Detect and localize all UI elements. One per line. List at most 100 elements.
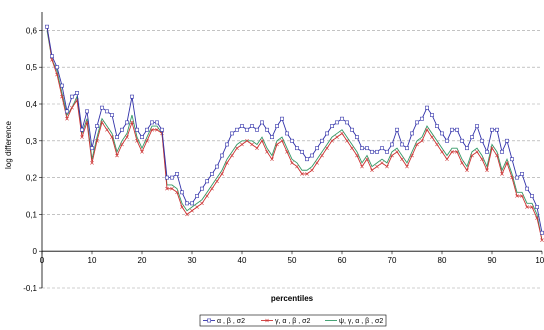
data-point	[450, 127, 454, 132]
data-point	[165, 186, 169, 191]
data-point	[45, 24, 49, 29]
series	[45, 24, 544, 242]
data-point	[120, 142, 124, 147]
data-point	[60, 94, 64, 99]
data-point	[380, 146, 384, 151]
data-point	[410, 131, 414, 136]
data-point	[340, 116, 344, 121]
data-point	[510, 157, 514, 162]
data-point	[135, 127, 139, 132]
data-point	[195, 205, 199, 209]
data-point	[260, 120, 264, 125]
data-point	[535, 205, 539, 209]
data-point	[290, 161, 294, 165]
data-point	[390, 153, 394, 158]
legend-marker	[207, 318, 212, 323]
data-point	[350, 146, 354, 150]
legend-label: ψ, γ, α , β , σ2	[339, 318, 383, 325]
x-tick-label: 90	[488, 256, 497, 265]
data-point	[340, 131, 344, 136]
data-point	[335, 135, 339, 139]
data-point	[110, 135, 114, 139]
data-point	[250, 124, 254, 128]
data-point	[95, 124, 99, 128]
data-point	[70, 105, 74, 110]
data-point	[355, 153, 359, 158]
data-point	[205, 179, 209, 184]
data-point	[470, 135, 474, 140]
data-point	[55, 72, 59, 77]
data-point	[50, 54, 54, 59]
data-point	[505, 138, 509, 143]
data-point	[145, 138, 149, 143]
data-point	[455, 127, 459, 132]
data-point	[465, 168, 469, 173]
data-point	[250, 142, 254, 147]
y-tick-label: 0,3	[26, 137, 38, 146]
data-point	[370, 168, 374, 173]
data-point	[110, 113, 114, 117]
data-point	[425, 105, 429, 110]
data-point	[360, 146, 364, 151]
data-point	[180, 205, 184, 209]
x-tick-label: 40	[238, 256, 247, 265]
data-point	[420, 116, 424, 121]
data-point	[345, 120, 349, 125]
data-point	[225, 161, 229, 165]
data-point	[60, 83, 64, 88]
data-point	[300, 172, 304, 176]
axes: -0,1 0 0,1 0,2 0,3 0,4 0,5 0,6 0 10 20 30 40 50 60 70 80…	[23, 12, 544, 293]
data-point	[325, 131, 329, 136]
data-point	[355, 135, 359, 140]
data-point	[195, 194, 199, 198]
data-point	[400, 142, 404, 147]
data-point	[255, 127, 259, 132]
data-point	[75, 91, 79, 95]
y-tick-label: 0,6	[26, 26, 38, 35]
data-point	[505, 161, 509, 165]
data-point	[455, 150, 459, 154]
data-point	[305, 172, 309, 176]
data-point	[380, 161, 384, 165]
data-point	[170, 175, 174, 180]
data-point	[185, 212, 189, 217]
data-point	[170, 186, 174, 191]
data-point	[230, 153, 234, 158]
data-point	[445, 138, 449, 143]
x-tick-label: 30	[188, 256, 197, 265]
data-point	[495, 127, 499, 132]
data-point	[220, 172, 224, 176]
data-point	[260, 138, 264, 143]
data-point	[125, 135, 129, 139]
data-point	[140, 135, 144, 140]
y-tick-label: -0,1	[23, 284, 37, 293]
x-tick-label: 10	[88, 256, 97, 265]
data-point	[410, 153, 414, 158]
data-point	[265, 127, 269, 132]
data-point	[500, 149, 504, 154]
data-point	[90, 161, 94, 165]
y-tick-label: 0,5	[26, 63, 38, 72]
data-point	[390, 142, 394, 147]
series-line	[46, 30, 543, 241]
data-point	[470, 153, 474, 158]
data-point	[210, 186, 214, 191]
data-point	[490, 146, 494, 150]
data-point	[515, 175, 519, 180]
data-point	[540, 230, 544, 235]
data-point	[285, 150, 289, 154]
y-axis-label: log difference	[4, 121, 13, 169]
legend-label: γ, α , β , σ2	[275, 318, 310, 325]
data-point	[100, 105, 104, 110]
data-point	[365, 157, 369, 162]
data-point	[360, 164, 364, 169]
data-point	[405, 146, 409, 151]
y-tick-label: 0,1	[26, 210, 38, 219]
legend: α , β , σ2 γ, α , β , σ2 ψ, γ, α , β , σ2	[199, 314, 387, 327]
data-point	[125, 120, 129, 125]
data-point	[145, 127, 149, 132]
data-point	[205, 194, 209, 198]
data-point	[80, 127, 84, 132]
data-point	[315, 146, 319, 151]
data-point	[520, 172, 524, 176]
